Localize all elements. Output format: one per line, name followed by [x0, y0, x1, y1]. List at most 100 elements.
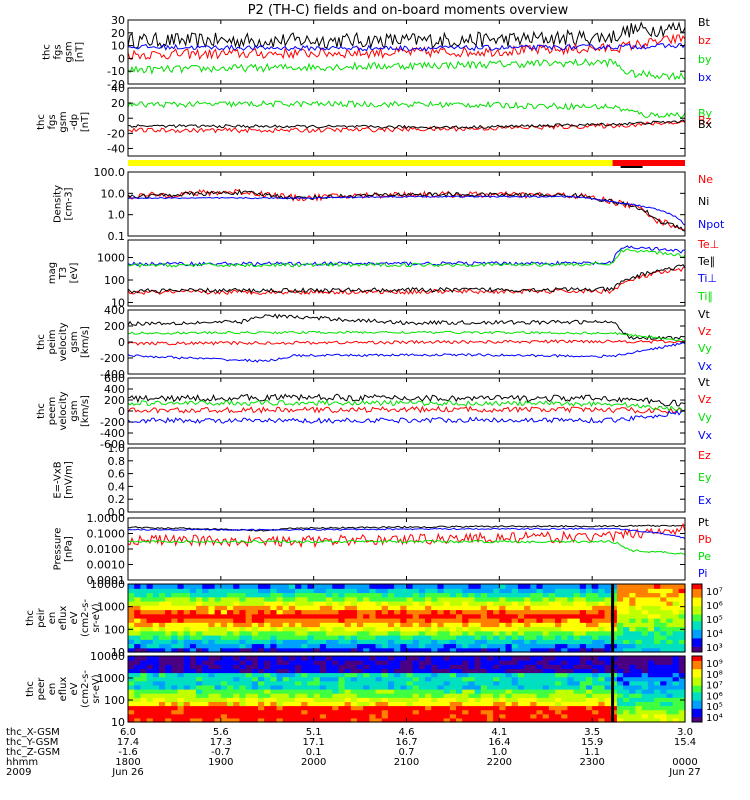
heatmap-cell	[356, 713, 364, 719]
heatmap-cell	[208, 639, 216, 645]
heatmap-cell	[647, 672, 655, 678]
heatmap-cell	[350, 684, 358, 690]
heatmap-cell	[623, 613, 630, 619]
heatmap-cell	[239, 709, 247, 715]
heatmap-cell	[344, 713, 352, 719]
heatmap-cell	[208, 605, 216, 611]
heatmap-cell	[443, 713, 451, 719]
heatmap-cell	[350, 609, 358, 615]
heatmap-cell	[350, 639, 358, 645]
heatmap-cell	[165, 672, 172, 678]
heatmap-cell	[134, 689, 141, 694]
heatmap-cell	[406, 705, 414, 711]
heatmap-cell	[288, 664, 296, 669]
heatmap-cell	[158, 705, 166, 711]
colorbar-segment	[692, 682, 702, 685]
heatmap-cell	[412, 701, 420, 707]
heatmap-cell	[524, 584, 531, 589]
heatmap-cell	[394, 693, 401, 698]
heatmap-cell	[165, 676, 172, 682]
heatmap-cell	[418, 680, 426, 686]
heatmap-cell	[666, 709, 674, 715]
heatmap-cell	[536, 693, 544, 698]
heatmap-cell	[326, 701, 333, 707]
heatmap-cell	[468, 592, 476, 598]
heatmap-cell	[208, 647, 216, 653]
heatmap-cell	[579, 601, 587, 606]
heatmap-cell	[307, 660, 315, 665]
heatmap-cell	[394, 622, 401, 628]
heatmap-cell	[666, 609, 674, 615]
heatmap-cell	[152, 713, 160, 719]
heatmap-cell	[462, 592, 469, 598]
heatmap-cell	[288, 588, 296, 594]
heatmap-cell	[406, 672, 414, 678]
heatmap-cell	[567, 630, 575, 636]
heatmap-cell	[344, 605, 352, 611]
heatmap-cell	[295, 613, 302, 619]
heatmap-cell	[270, 630, 278, 636]
heatmap-cell	[561, 693, 569, 698]
heatmap-cell	[208, 622, 216, 628]
heatmap-cell	[623, 684, 630, 690]
heatmap-cell	[629, 647, 637, 653]
heatmap-cell	[295, 676, 302, 682]
heatmap-cell	[536, 647, 544, 653]
heatmap-cell	[146, 717, 154, 723]
heatmap-cell	[301, 680, 309, 686]
heatmap-cell	[505, 705, 513, 711]
heatmap-cell	[641, 630, 649, 636]
heatmap-cell	[406, 668, 414, 674]
heatmap-cell	[555, 709, 562, 715]
heatmap-cell	[641, 717, 649, 723]
heatmap-cell	[493, 668, 500, 674]
heatmap-cell	[573, 613, 581, 619]
heatmap-cell	[146, 647, 154, 653]
heatmap-cell	[165, 647, 172, 653]
heatmap-cell	[579, 609, 587, 615]
heatmap-cell	[326, 664, 333, 669]
heatmap-cell	[381, 639, 389, 645]
heatmap-cell	[363, 668, 370, 674]
heatmap-cell	[406, 592, 414, 598]
heatmap-cell	[610, 668, 618, 674]
heatmap-cell	[307, 613, 315, 619]
heatmap-cell	[654, 605, 661, 611]
heatmap-cell	[672, 592, 680, 598]
heatmap-cell	[573, 672, 581, 678]
colorbar-tick-label: 10⁴	[706, 713, 723, 724]
heatmap-cell	[301, 592, 309, 598]
heatmap-cell	[598, 717, 606, 723]
heatmap-cell	[480, 643, 488, 649]
heatmap-cell	[517, 601, 525, 606]
heatmap-cell	[548, 713, 556, 719]
heatmap-cell	[344, 672, 352, 678]
heatmap-cell	[480, 622, 488, 628]
heatmap-cell	[616, 639, 624, 645]
heatmap-cell	[134, 697, 141, 702]
heatmap-cell	[295, 609, 302, 615]
heatmap-cell	[214, 709, 222, 715]
heatmap-cell	[561, 584, 569, 589]
heatmap-cell	[158, 618, 166, 623]
heatmap-cell	[152, 660, 160, 665]
heatmap-cell	[239, 713, 247, 719]
heatmap-cell	[196, 689, 203, 694]
heatmap-cell	[647, 676, 655, 682]
heatmap-cell	[511, 697, 519, 702]
heatmap-cell	[208, 643, 216, 649]
heatmap-cell	[196, 635, 203, 640]
heatmap-cell	[592, 676, 599, 682]
heatmap-cell	[486, 588, 494, 594]
heatmap-cell	[369, 643, 377, 649]
heatmap-cell	[220, 584, 228, 589]
heatmap-cell	[313, 709, 321, 715]
heatmap-cell	[375, 609, 383, 615]
heatmap-cell	[456, 705, 463, 711]
heatmap-cell	[270, 639, 278, 645]
heatmap-cell	[585, 680, 593, 686]
heatmap-cell	[616, 709, 624, 715]
heatmap-cell	[641, 584, 649, 589]
heatmap-cell	[462, 680, 469, 686]
